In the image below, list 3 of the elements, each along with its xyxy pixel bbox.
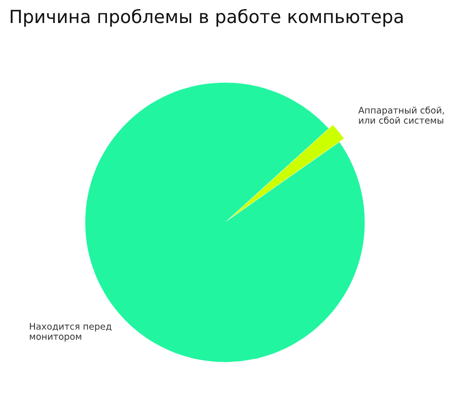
slice-label: Находится перед монитором — [30, 323, 112, 342]
chart-title: Причина проблемы в работе компьютера — [10, 8, 403, 27]
slice-label: Аппаратный сбой, или сбой системы — [358, 106, 444, 124]
